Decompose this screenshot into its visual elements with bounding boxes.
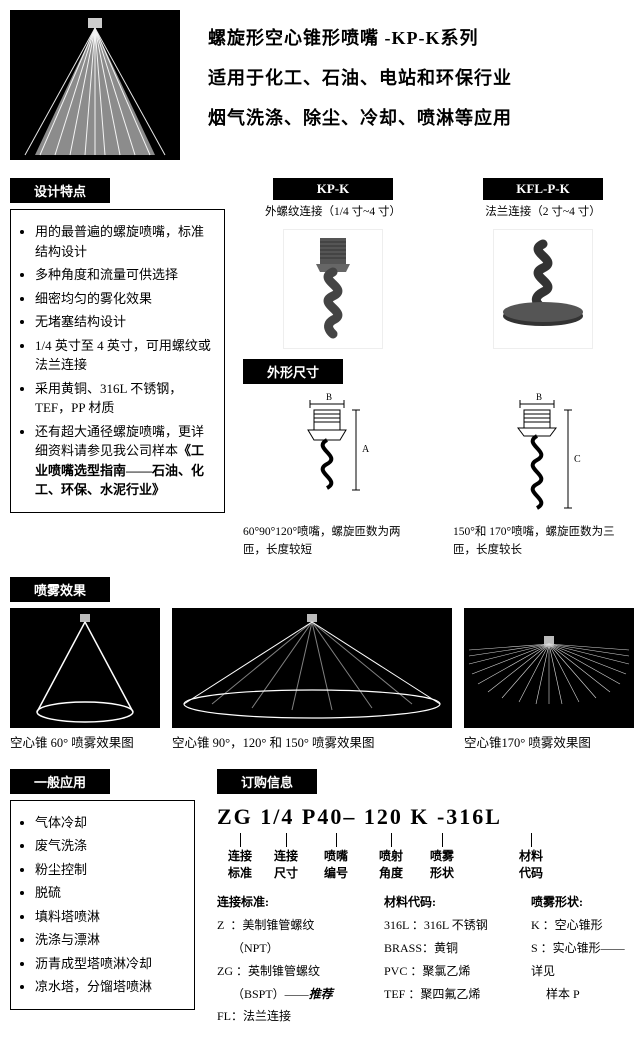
lbl: 喷雾	[430, 849, 454, 863]
list-item: 1/4 英寸至 4 英寸，可用螺纹或法兰连接	[35, 336, 214, 375]
hero-image	[10, 10, 180, 160]
apps-column: 一般应用 气体冷却 废气洗涤 粉尘控制 脱硫 填料塔喷淋 洗涤与漂淋 沥青成型塔…	[10, 769, 195, 1028]
legend-line: Z ：美制锥管螺纹 （NPT）	[217, 918, 314, 955]
dim-note-right: 150°和 170°喷嘴，螺旋匝数为三匝，长度较长	[453, 524, 633, 559]
cone-60-icon	[10, 608, 160, 728]
design-header: 设计特点	[10, 178, 110, 203]
lbl: 形状	[430, 866, 454, 880]
design-list-box: 用的最普遍的螺旋喷嘴，标准结构设计 多种角度和流量可供选择 细密均匀的雾化效果 …	[10, 209, 225, 513]
svg-text:B: B	[536, 392, 542, 402]
list-item: 填料塔喷淋	[35, 907, 184, 927]
spray-mid: 空心锥 90°，120° 和 150° 喷雾效果图	[172, 608, 452, 751]
svg-text:A: A	[362, 444, 370, 455]
dim-figure-icon: B A	[278, 390, 388, 520]
list-item: 多种角度和流量可供选择	[35, 265, 214, 285]
lbl: 材料	[519, 849, 543, 863]
list-item: 废气洗涤	[35, 836, 184, 856]
doc-title-3: 烟气洗涤、除尘、冷却、喷淋等应用	[208, 104, 633, 130]
spray-header: 喷雾效果	[10, 577, 110, 602]
apps-header: 一般应用	[10, 769, 110, 794]
variant-kp-k: KP-K 外螺纹连接（1/4 寸~4 寸）	[243, 178, 423, 353]
title-block: 螺旋形空心锥形喷嘴 -KP-K系列 适用于化工、石油、电站和环保行业 烟气洗涤、…	[180, 10, 633, 160]
lbl: 连接	[274, 849, 298, 863]
dim-figure-icon: B C	[488, 390, 598, 520]
spray-cone-icon	[10, 10, 180, 160]
legend-line: TEF ：聚四氟乙烯	[384, 987, 480, 1001]
design-column: 设计特点 用的最普遍的螺旋喷嘴，标准结构设计 多种角度和流量可供选择 细密均匀的…	[10, 178, 225, 559]
kfl-label: KFL-P-K	[483, 178, 603, 200]
cone-mid-icon	[172, 608, 452, 728]
list-item: 无堵塞结构设计	[35, 312, 214, 332]
variants-column: KP-K 外螺纹连接（1/4 寸~4 寸） KFL-P-K 法兰连接（2 寸~4…	[243, 178, 633, 559]
doc-title-2: 适用于化工、石油、电站和环保行业	[208, 64, 633, 90]
list-item: 洗涤与漂淋	[35, 930, 184, 950]
apps-list: 气体冷却 废气洗涤 粉尘控制 脱硫 填料塔喷淋 洗涤与漂淋 沥青成型塔喷淋冷却 …	[17, 813, 184, 997]
lbl: 喷嘴	[324, 849, 348, 863]
order-column: 订购信息 ZG 1/4 P40– 120 K -316L 连接标准 连接尺寸 喷…	[217, 769, 633, 1028]
lbl: 角度	[379, 866, 403, 880]
variant-kfl-p-k: KFL-P-K 法兰连接（2 寸~4 寸）	[453, 178, 633, 353]
legend-shape: 喷雾形状: K ：空心锥形 S ：实心锥形——详见 样本 P	[531, 891, 633, 1028]
top-row: 螺旋形空心锥形喷嘴 -KP-K系列 适用于化工、石油、电站和环保行业 烟气洗涤、…	[10, 10, 633, 160]
spray-section: 喷雾效果 空心锥 60° 喷雾效果图	[10, 577, 633, 751]
kp-k-label: KP-K	[273, 178, 393, 200]
legend-line: FL：法兰连接	[217, 1009, 291, 1023]
kfl-sub: 法兰连接（2 寸~4 寸）	[453, 204, 633, 221]
legend-line: ZG ：英制锥管螺纹 （BSPT）——推荐	[217, 964, 333, 1001]
list-item: 采用黄铜、316L 不锈钢，TEF，PP 材质	[35, 379, 214, 418]
flange-nozzle-icon	[498, 234, 588, 344]
lbl: 标准	[228, 866, 252, 880]
spray-170: 空心锥170° 喷雾效果图	[464, 608, 634, 751]
svg-text:C: C	[574, 454, 581, 465]
legend-line: PVC ：聚氯乙烯	[384, 964, 470, 978]
list-item: 凉水塔，分馏塔喷淋	[35, 977, 184, 997]
legend-heading: 材料代码:	[384, 895, 436, 909]
svg-text:B: B	[326, 392, 332, 402]
legend-row: 连接标准: Z ：美制锥管螺纹 （NPT） ZG ：英制锥管螺纹 （BSPT）—…	[217, 891, 633, 1028]
list-item: 还有超大通径螺旋喷嘴，更详细资料请参见我公司样本《工业喷嘴选型指南——石油、化工…	[35, 422, 214, 500]
list-item: 用的最普遍的螺旋喷嘴，标准结构设计	[35, 222, 214, 261]
order-code: ZG 1/4 P40– 120 K -316L	[217, 804, 633, 830]
kfl-photo	[493, 229, 593, 349]
lbl: 连接	[228, 849, 252, 863]
design-list: 用的最普遍的螺旋喷嘴，标准结构设计 多种角度和流量可供选择 细密均匀的雾化效果 …	[17, 222, 214, 500]
spiral-nozzle-icon	[298, 234, 368, 344]
dims-header: 外形尺寸	[243, 359, 343, 384]
bottom-row: 一般应用 气体冷却 废气洗涤 粉尘控制 脱硫 填料塔喷淋 洗涤与漂淋 沥青成型塔…	[10, 769, 633, 1028]
lbl: 喷射	[379, 849, 403, 863]
lbl: 编号	[324, 866, 348, 880]
spray-cap-2: 空心锥 90°，120° 和 150° 喷雾效果图	[172, 732, 452, 751]
cone-170-icon	[464, 608, 634, 728]
dim-right: B C 150°和 170°喷嘴，螺旋匝数为三匝，长度较长	[453, 384, 633, 559]
doc-title-1: 螺旋形空心锥形喷嘴 -KP-K系列	[208, 24, 633, 50]
legend-heading: 喷雾形状:	[531, 895, 583, 909]
spray-cap-1: 空心锥 60° 喷雾效果图	[10, 732, 160, 751]
list-item: 脱硫	[35, 883, 184, 903]
list-item: 气体冷却	[35, 813, 184, 833]
legend-line: K ：空心锥形	[531, 918, 603, 932]
order-labels-table: 连接标准 连接尺寸 喷嘴编号 喷射角度 喷雾形状 材料代码	[217, 832, 597, 882]
list-item: 粉尘控制	[35, 860, 184, 880]
list-item: 沥青成型塔喷淋冷却	[35, 954, 184, 974]
kp-k-sub: 外螺纹连接（1/4 寸~4 寸）	[243, 204, 423, 221]
dim-note-left: 60°90°120°喷嘴，螺旋匝数为两匝，长度较短	[243, 524, 423, 559]
legend-line: BRASS：黄铜	[384, 941, 458, 955]
kp-k-photo	[283, 229, 383, 349]
order-header: 订购信息	[217, 769, 317, 794]
mid-row: 设计特点 用的最普遍的螺旋喷嘴，标准结构设计 多种角度和流量可供选择 细密均匀的…	[10, 178, 633, 559]
legend-heading: 连接标准:	[217, 895, 269, 909]
legend-conn: 连接标准: Z ：美制锥管螺纹 （NPT） ZG ：英制锥管螺纹 （BSPT）—…	[217, 891, 372, 1028]
lbl: 尺寸	[274, 866, 298, 880]
spray-cap-3: 空心锥170° 喷雾效果图	[464, 732, 634, 751]
lbl: 代码	[519, 866, 543, 880]
legend-line: S ：实心锥形——详见 样本 P	[531, 941, 625, 1001]
spray-60: 空心锥 60° 喷雾效果图	[10, 608, 160, 751]
legend-line: 316L ：316L 不锈钢	[384, 918, 488, 932]
list-item: 细密均匀的雾化效果	[35, 289, 214, 309]
legend-material: 材料代码: 316L ：316L 不锈钢 BRASS：黄铜 PVC ：聚氯乙烯 …	[384, 891, 519, 1028]
dim-left: B A 60°90°120°喷嘴，螺旋匝数为两匝，长度较短	[243, 384, 423, 559]
apps-list-box: 气体冷却 废气洗涤 粉尘控制 脱硫 填料塔喷淋 洗涤与漂淋 沥青成型塔喷淋冷却 …	[10, 800, 195, 1010]
